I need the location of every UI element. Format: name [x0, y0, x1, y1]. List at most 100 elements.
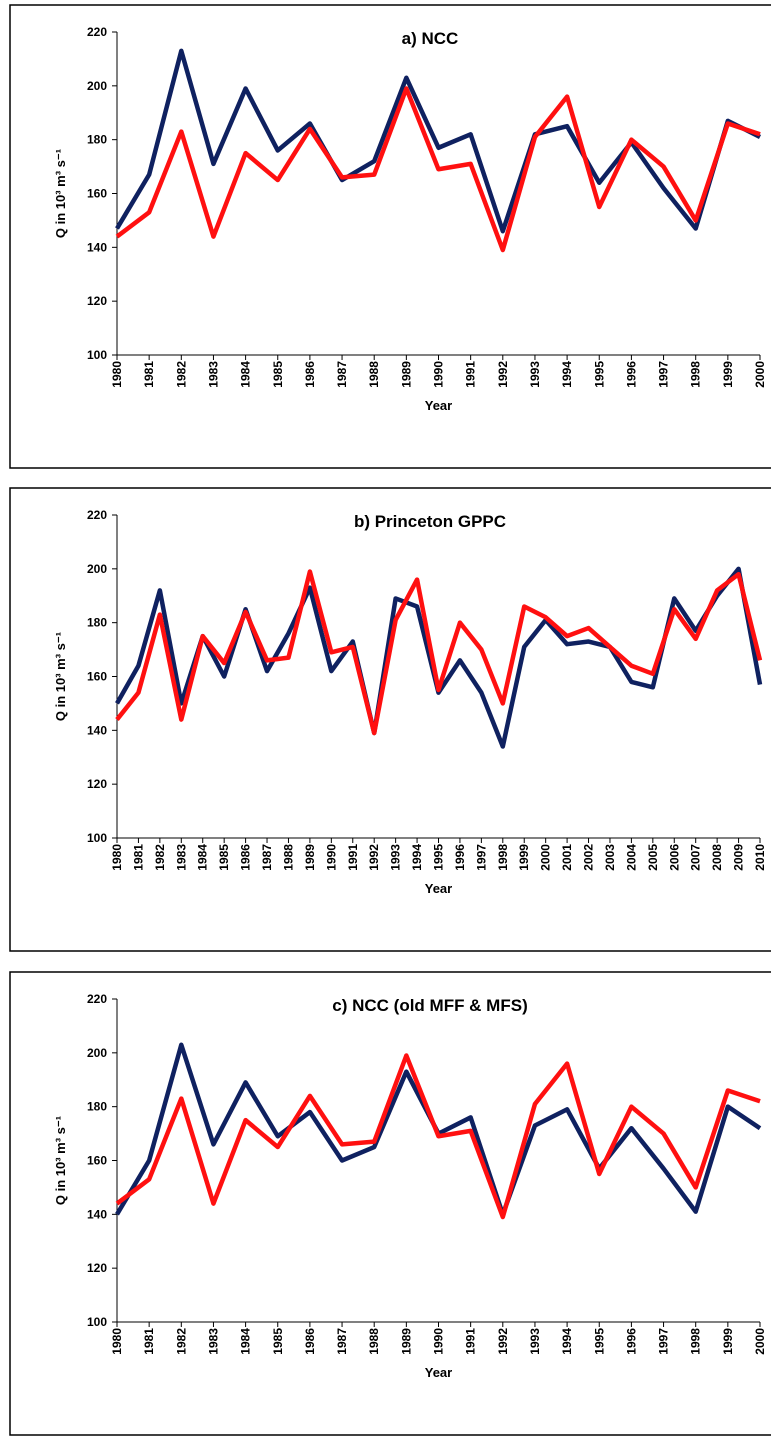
x-tick-label: 1991 — [464, 1328, 478, 1355]
x-tick-label: 1992 — [496, 361, 510, 388]
x-tick-label: 1987 — [335, 1328, 349, 1355]
chart-title: c) NCC (old MFF & MFS) — [332, 996, 527, 1015]
x-tick-label: 2005 — [646, 844, 660, 871]
x-tick-label: 1987 — [260, 844, 274, 871]
x-tick-label: 1997 — [657, 361, 671, 388]
y-tick-label: 200 — [87, 562, 107, 576]
panel-frame — [9, 4, 771, 469]
x-tick-label: 1994 — [410, 844, 424, 871]
x-tick-label: 1994 — [560, 1328, 574, 1355]
x-tick-label: 1998 — [496, 844, 510, 871]
panel-frame — [9, 487, 771, 952]
y-tick-label: 220 — [87, 992, 107, 1006]
y-tick-label: 180 — [87, 133, 107, 147]
x-tick-label: 1996 — [624, 361, 638, 388]
x-tick-label: 2006 — [667, 844, 681, 871]
x-tick-label: 1995 — [432, 844, 446, 871]
x-tick-label: 1990 — [432, 1328, 446, 1355]
x-axis-label: Year — [425, 881, 452, 896]
x-tick-label: 2008 — [710, 844, 724, 871]
x-tick-label: 2003 — [603, 844, 617, 871]
x-tick-label: 2007 — [689, 844, 703, 871]
chart-title: a) NCC — [402, 29, 459, 48]
x-tick-label: 2000 — [539, 844, 553, 871]
x-tick-label: 1992 — [367, 844, 381, 871]
x-tick-label: 2010 — [753, 844, 767, 871]
x-tick-label: 1999 — [721, 1328, 735, 1355]
x-tick-label: 1993 — [528, 361, 542, 388]
x-tick-label: 1986 — [303, 361, 317, 388]
y-tick-label: 220 — [87, 25, 107, 39]
x-tick-label: 1985 — [271, 1328, 285, 1355]
x-tick-label: 1994 — [560, 361, 574, 388]
x-tick-label: 1982 — [174, 361, 188, 388]
y-tick-label: 120 — [87, 777, 107, 791]
data-line — [115, 1053, 761, 1220]
x-tick-label: 1980 — [110, 361, 124, 388]
x-tick-label: 2002 — [582, 844, 596, 871]
x-tick-label: 1985 — [271, 361, 285, 388]
x-tick-label: 1984 — [196, 844, 210, 871]
y-tick-label: 100 — [87, 831, 107, 845]
x-tick-label: 1995 — [592, 1328, 606, 1355]
x-tick-label: 1989 — [303, 844, 317, 871]
x-tick-label: 1996 — [453, 844, 467, 871]
x-tick-label: 1992 — [496, 1328, 510, 1355]
y-axis-label: Q in 10³ m³ s⁻¹ — [53, 1116, 68, 1205]
data-line — [115, 86, 761, 253]
x-tick-label: 1982 — [174, 1328, 188, 1355]
x-tick-label: 1981 — [131, 844, 145, 871]
data-line — [115, 569, 763, 736]
x-tick-label: 1990 — [432, 361, 446, 388]
x-tick-label: 1993 — [528, 1328, 542, 1355]
y-tick-label: 120 — [87, 1261, 107, 1275]
x-tick-label: 1981 — [142, 1328, 156, 1355]
x-tick-label: 1983 — [174, 844, 188, 871]
y-tick-label: 140 — [87, 1207, 107, 1221]
x-axis-label: Year — [425, 398, 452, 413]
panel-frame — [9, 971, 771, 1436]
y-tick-label: 180 — [87, 1100, 107, 1114]
x-tick-label: 1996 — [624, 1328, 638, 1355]
y-tick-label: 160 — [87, 1154, 107, 1168]
y-tick-label: 100 — [87, 1315, 107, 1329]
x-tick-label: 1999 — [721, 361, 735, 388]
x-tick-label: 1988 — [281, 844, 295, 871]
data-line — [115, 566, 763, 749]
y-tick-label: 100 — [87, 348, 107, 362]
x-tick-label: 1980 — [110, 1328, 124, 1355]
y-tick-label: 160 — [87, 187, 107, 201]
y-tick-label: 200 — [87, 79, 107, 93]
data-line — [115, 1042, 762, 1217]
x-tick-label: 1986 — [239, 844, 253, 871]
x-tick-label: 2004 — [624, 844, 638, 871]
y-tick-label: 140 — [87, 240, 107, 254]
x-tick-label: 1997 — [474, 844, 488, 871]
x-tick-label: 2000 — [753, 361, 767, 388]
x-tick-label: 1984 — [239, 361, 253, 388]
x-tick-label: 1989 — [399, 1328, 413, 1355]
x-tick-label: 1982 — [153, 844, 167, 871]
x-tick-label: 1983 — [206, 1328, 220, 1355]
x-tick-label: 1997 — [657, 1328, 671, 1355]
x-tick-label: 1995 — [592, 361, 606, 388]
x-tick-label: 1990 — [324, 844, 338, 871]
y-tick-label: 120 — [87, 294, 107, 308]
y-tick-label: 160 — [87, 670, 107, 684]
y-axis-label: Q in 10³ m³ s⁻¹ — [53, 632, 68, 721]
y-axis-label: Q in 10³ m³ s⁻¹ — [53, 149, 68, 238]
x-tick-label: 1985 — [217, 844, 231, 871]
x-tick-label: 1980 — [110, 844, 124, 871]
x-tick-label: 1983 — [206, 361, 220, 388]
x-tick-label: 1989 — [399, 361, 413, 388]
x-tick-label: 2009 — [732, 844, 746, 871]
y-tick-label: 200 — [87, 1046, 107, 1060]
x-tick-label: 2001 — [560, 844, 574, 871]
x-axis-label: Year — [425, 1365, 452, 1380]
x-tick-label: 1987 — [335, 361, 349, 388]
x-tick-label: 1986 — [303, 1328, 317, 1355]
data-line — [115, 48, 762, 234]
x-tick-label: 1991 — [346, 844, 360, 871]
x-tick-label: 1998 — [689, 1328, 703, 1355]
